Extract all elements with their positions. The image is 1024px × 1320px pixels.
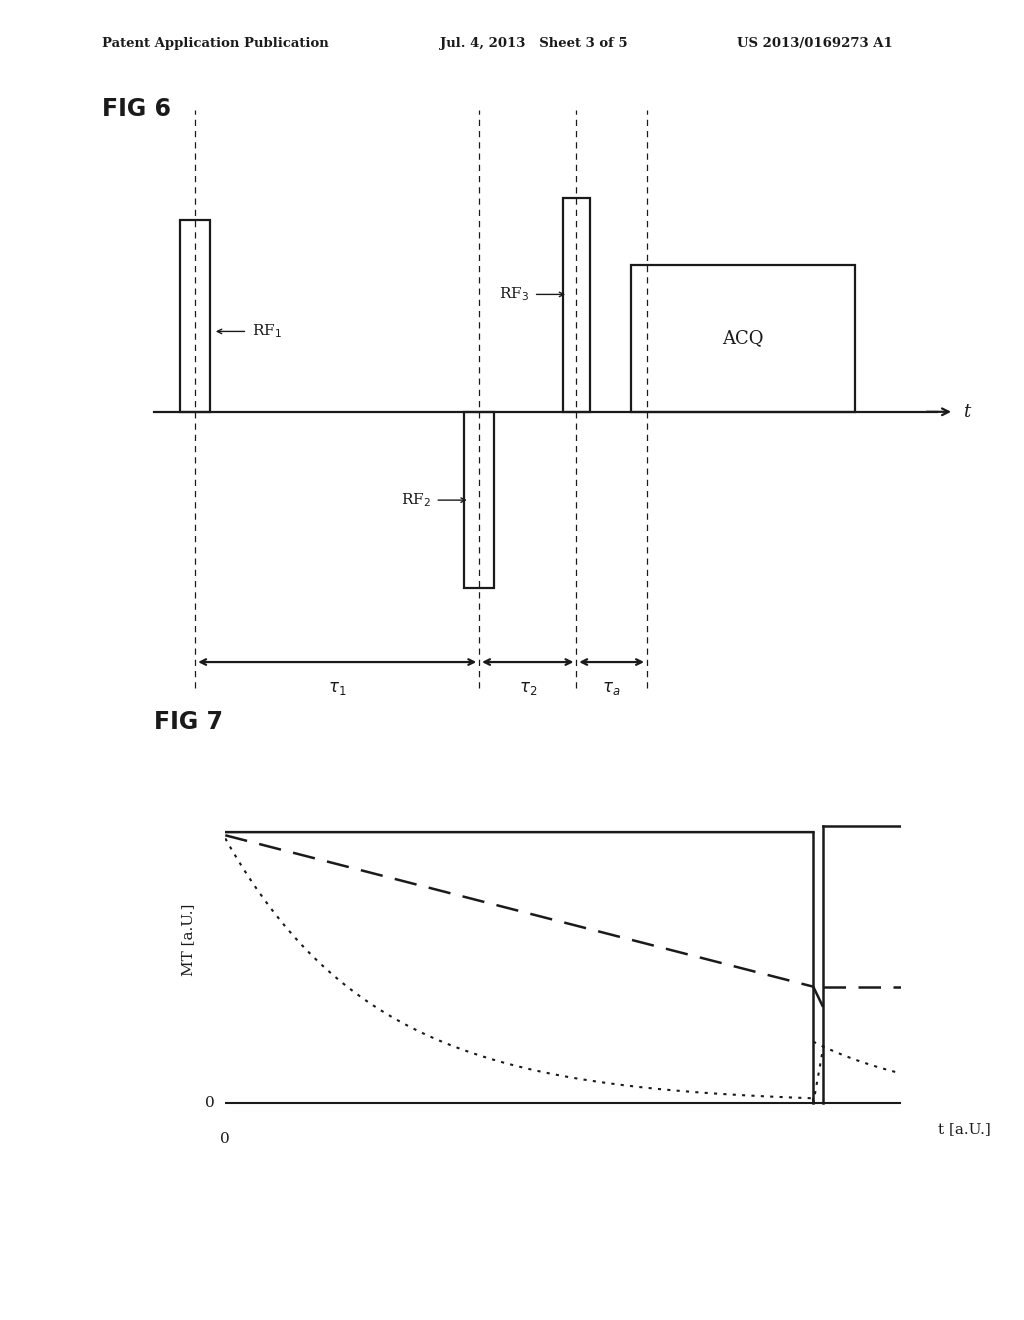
Text: ACQ: ACQ <box>723 329 764 347</box>
Bar <box>180 220 210 412</box>
Text: Jul. 4, 2013   Sheet 3 of 5: Jul. 4, 2013 Sheet 3 of 5 <box>440 37 628 50</box>
Bar <box>464 412 494 589</box>
Text: 0: 0 <box>220 1131 230 1146</box>
Bar <box>562 198 590 412</box>
Text: $\tau_2$: $\tau_2$ <box>518 680 537 697</box>
Text: $\tau_a$: $\tau_a$ <box>602 680 621 697</box>
Text: Patent Application Publication: Patent Application Publication <box>102 37 329 50</box>
Text: MT [a.U.]: MT [a.U.] <box>181 903 196 975</box>
Text: RF$_3$: RF$_3$ <box>500 285 529 304</box>
Text: RF$_2$: RF$_2$ <box>401 491 431 510</box>
Text: RF$_1$: RF$_1$ <box>252 322 282 341</box>
Text: US 2013/0169273 A1: US 2013/0169273 A1 <box>737 37 893 50</box>
Bar <box>632 264 855 412</box>
Text: t: t <box>963 403 970 421</box>
Text: FIG 7: FIG 7 <box>154 710 222 734</box>
Text: t [a.U.]: t [a.U.] <box>938 1122 991 1137</box>
Text: 0: 0 <box>206 1097 215 1110</box>
Text: FIG 6: FIG 6 <box>102 98 171 121</box>
Text: $\tau_1$: $\tau_1$ <box>328 680 346 697</box>
